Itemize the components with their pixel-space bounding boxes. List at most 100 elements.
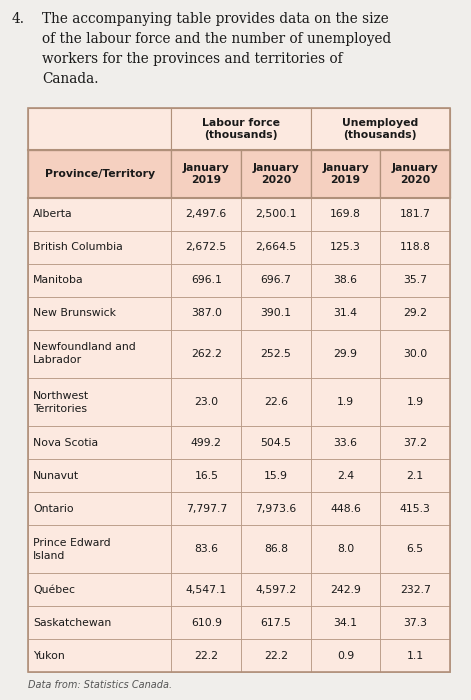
- Text: Alberta: Alberta: [33, 209, 73, 219]
- Text: 37.3: 37.3: [403, 617, 427, 628]
- Text: 2,500.1: 2,500.1: [255, 209, 297, 219]
- Bar: [241, 330, 311, 378]
- Bar: [171, 150, 241, 198]
- Bar: [28, 525, 171, 573]
- Bar: [28, 639, 171, 672]
- Bar: [171, 573, 241, 606]
- Bar: [381, 525, 450, 573]
- Text: January
2020: January 2020: [392, 163, 439, 186]
- Text: 4,597.2: 4,597.2: [255, 584, 297, 595]
- Text: 6.5: 6.5: [406, 544, 424, 554]
- Text: Data from: Statistics Canada.: Data from: Statistics Canada.: [28, 680, 172, 690]
- Text: Yukon: Yukon: [33, 650, 65, 661]
- Text: 504.5: 504.5: [260, 438, 292, 448]
- Bar: [171, 297, 241, 330]
- Bar: [241, 525, 311, 573]
- Bar: [171, 108, 311, 150]
- Bar: [381, 492, 450, 525]
- Text: 2.4: 2.4: [337, 470, 354, 481]
- Bar: [311, 150, 381, 198]
- Text: 0.9: 0.9: [337, 650, 354, 661]
- Text: Province/Territory: Province/Territory: [45, 169, 155, 179]
- Bar: [171, 525, 241, 573]
- Bar: [381, 459, 450, 492]
- Text: 22.6: 22.6: [264, 397, 288, 407]
- Text: 499.2: 499.2: [191, 438, 222, 448]
- Text: 232.7: 232.7: [400, 584, 430, 595]
- Text: British Columbia: British Columbia: [33, 242, 123, 252]
- Bar: [28, 330, 171, 378]
- Bar: [28, 231, 171, 264]
- Text: 23.0: 23.0: [194, 397, 219, 407]
- Bar: [311, 297, 381, 330]
- Text: 4,547.1: 4,547.1: [186, 584, 227, 595]
- Bar: [171, 639, 241, 672]
- Bar: [171, 198, 241, 231]
- Text: Québec: Québec: [33, 584, 75, 595]
- Bar: [171, 264, 241, 297]
- Bar: [171, 606, 241, 639]
- Text: 30.0: 30.0: [403, 349, 427, 358]
- Bar: [241, 378, 311, 426]
- Bar: [311, 426, 381, 459]
- Text: 7,973.6: 7,973.6: [255, 503, 297, 514]
- Text: Unemployed
(thousands): Unemployed (thousands): [342, 118, 419, 140]
- Text: Saskatchewan: Saskatchewan: [33, 617, 111, 628]
- Bar: [311, 198, 381, 231]
- Bar: [311, 330, 381, 378]
- Bar: [28, 573, 171, 606]
- Bar: [241, 150, 311, 198]
- Bar: [241, 231, 311, 264]
- Bar: [381, 639, 450, 672]
- Bar: [381, 426, 450, 459]
- Bar: [28, 108, 450, 672]
- Text: 16.5: 16.5: [195, 470, 218, 481]
- Text: January
2019: January 2019: [322, 163, 369, 186]
- Bar: [171, 330, 241, 378]
- Text: Nunavut: Nunavut: [33, 470, 79, 481]
- Bar: [241, 297, 311, 330]
- Bar: [381, 330, 450, 378]
- Bar: [241, 606, 311, 639]
- Text: 617.5: 617.5: [260, 617, 292, 628]
- Bar: [381, 264, 450, 297]
- Bar: [28, 378, 171, 426]
- Bar: [311, 108, 450, 150]
- Bar: [311, 492, 381, 525]
- Text: 2,672.5: 2,672.5: [186, 242, 227, 252]
- Text: Northwest
Territories: Northwest Territories: [33, 391, 89, 414]
- Text: 242.9: 242.9: [330, 584, 361, 595]
- Text: 2,497.6: 2,497.6: [186, 209, 227, 219]
- Text: 2.1: 2.1: [406, 470, 424, 481]
- Text: 22.2: 22.2: [195, 650, 218, 661]
- Text: 38.6: 38.6: [333, 275, 357, 285]
- Text: 696.7: 696.7: [260, 275, 292, 285]
- Text: Nova Scotia: Nova Scotia: [33, 438, 98, 448]
- Bar: [241, 264, 311, 297]
- Bar: [28, 459, 171, 492]
- Text: 415.3: 415.3: [400, 503, 430, 514]
- Text: 15.9: 15.9: [264, 470, 288, 481]
- Text: The accompanying table provides data on the size
of the labour force and the num: The accompanying table provides data on …: [42, 12, 391, 86]
- Bar: [381, 231, 450, 264]
- Bar: [381, 573, 450, 606]
- Text: 125.3: 125.3: [330, 242, 361, 252]
- Text: 262.2: 262.2: [191, 349, 222, 358]
- Bar: [171, 426, 241, 459]
- Bar: [311, 378, 381, 426]
- Bar: [311, 264, 381, 297]
- Text: Ontario: Ontario: [33, 503, 73, 514]
- Text: 33.6: 33.6: [333, 438, 357, 448]
- Text: Labour force
(thousands): Labour force (thousands): [202, 118, 280, 140]
- Text: January
2020: January 2020: [252, 163, 299, 186]
- Text: 34.1: 34.1: [333, 617, 357, 628]
- Bar: [28, 426, 171, 459]
- Bar: [28, 606, 171, 639]
- Text: 696.1: 696.1: [191, 275, 222, 285]
- Bar: [28, 108, 171, 150]
- Bar: [171, 378, 241, 426]
- Text: 86.8: 86.8: [264, 544, 288, 554]
- Bar: [241, 639, 311, 672]
- Bar: [171, 231, 241, 264]
- Text: 169.8: 169.8: [330, 209, 361, 219]
